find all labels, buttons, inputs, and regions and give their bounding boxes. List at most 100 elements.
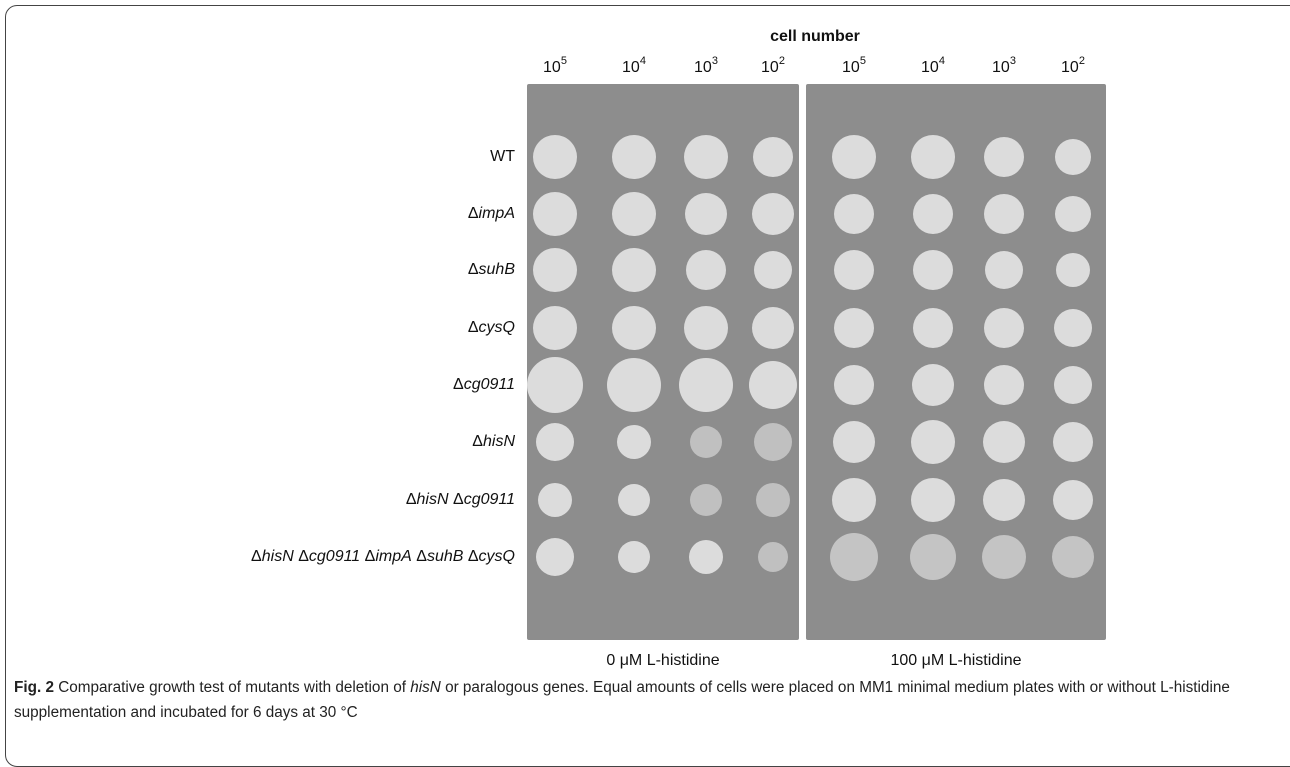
colony — [754, 251, 792, 289]
strain-part: Δ — [453, 376, 464, 393]
colony — [754, 423, 792, 461]
colony — [758, 542, 788, 572]
dilution-exponent: 3 — [1010, 55, 1016, 67]
colony — [834, 250, 874, 290]
colony — [983, 421, 1025, 463]
colony — [1054, 366, 1092, 404]
caption-part: Fig. 2 — [14, 679, 54, 696]
strain-part: cg0911 — [464, 491, 515, 508]
strain-part: WT — [490, 148, 515, 165]
colony — [984, 137, 1024, 177]
dilution-exponent: 5 — [561, 55, 567, 67]
dilution-label: 104 — [622, 55, 646, 76]
dilution-label: 104 — [921, 55, 945, 76]
colony — [612, 135, 656, 179]
dilution-label: 105 — [842, 55, 866, 76]
colony — [536, 538, 574, 576]
colony — [689, 540, 723, 574]
strain-part: impA — [479, 205, 515, 222]
dilution-base: 10 — [761, 59, 779, 76]
dilution-base: 10 — [1061, 59, 1079, 76]
dilution-base: 10 — [992, 59, 1010, 76]
strain-label: WT — [490, 148, 515, 165]
colony — [1055, 196, 1091, 232]
colony — [834, 365, 874, 405]
colony — [985, 251, 1023, 289]
colony — [533, 192, 577, 236]
dilution-exponent: 2 — [1079, 55, 1085, 67]
strain-part: cg0911 — [309, 548, 360, 565]
dilution-base: 10 — [694, 59, 712, 76]
strain-part: Δ — [468, 261, 479, 278]
strain-part: cysQ — [479, 319, 515, 336]
colony — [607, 358, 661, 412]
strain-part: Δ — [468, 205, 479, 222]
colony — [533, 248, 577, 292]
dilution-exponent: 5 — [860, 55, 866, 67]
strain-part: suhB — [427, 548, 464, 565]
colony — [749, 361, 797, 409]
colony — [684, 135, 728, 179]
colony — [752, 193, 794, 235]
plate-label: 0 μM L-histidine — [606, 652, 719, 669]
strain-part: hisN — [417, 491, 449, 508]
header: cell number — [770, 28, 860, 45]
colony — [832, 135, 876, 179]
dilution-exponent: 4 — [939, 55, 945, 67]
colony — [984, 194, 1024, 234]
colony — [910, 534, 956, 580]
dilution-base: 10 — [842, 59, 860, 76]
colony — [982, 535, 1026, 579]
colony — [911, 478, 955, 522]
strain-part: Δ — [412, 548, 427, 565]
plate-label: 100 μM L-histidine — [890, 652, 1021, 669]
colony — [911, 135, 955, 179]
colony — [913, 194, 953, 234]
colony — [617, 425, 651, 459]
dilution-label: 102 — [1061, 55, 1085, 76]
caption-part: Comparative growth test of mutants with … — [54, 679, 410, 696]
colony — [834, 308, 874, 348]
colony — [690, 484, 722, 516]
colony — [679, 358, 733, 412]
colony — [834, 194, 874, 234]
colony — [612, 306, 656, 350]
strain-label: Δcg0911 — [453, 376, 515, 393]
strain-label: ΔhisN Δcg0911 — [406, 491, 515, 508]
colony — [685, 193, 727, 235]
strain-part: Δ — [360, 548, 375, 565]
caption: Fig. 2 Comparative growth test of mutant… — [14, 675, 1276, 725]
strain-label: ΔimpA — [468, 205, 515, 222]
colony — [1053, 422, 1093, 462]
colony — [1053, 480, 1093, 520]
strain-part: cg0911 — [464, 376, 515, 393]
colony — [1055, 139, 1091, 175]
strain-part: Δ — [251, 548, 262, 565]
colony — [983, 479, 1025, 521]
colony — [690, 426, 722, 458]
dilution-label: 103 — [694, 55, 718, 76]
strain-part: hisN — [483, 433, 515, 450]
strain-part: suhB — [479, 261, 516, 278]
dilution-exponent: 3 — [712, 55, 718, 67]
colony — [536, 423, 574, 461]
strain-part: Δ — [294, 548, 309, 565]
colony — [686, 250, 726, 290]
strain-part: Δ — [449, 491, 464, 508]
strain-label: ΔsuhB — [468, 261, 515, 278]
colony — [684, 306, 728, 350]
dilution-exponent: 4 — [640, 55, 646, 67]
colony — [984, 308, 1024, 348]
dilution-label: 103 — [992, 55, 1016, 76]
colony — [830, 533, 878, 581]
colony — [1054, 309, 1092, 347]
colony — [911, 420, 955, 464]
strain-part: Δ — [472, 433, 483, 450]
colony — [538, 483, 572, 517]
colony — [912, 364, 954, 406]
strain-label: ΔhisN — [472, 433, 515, 450]
dilution-base: 10 — [921, 59, 939, 76]
colony — [752, 307, 794, 349]
